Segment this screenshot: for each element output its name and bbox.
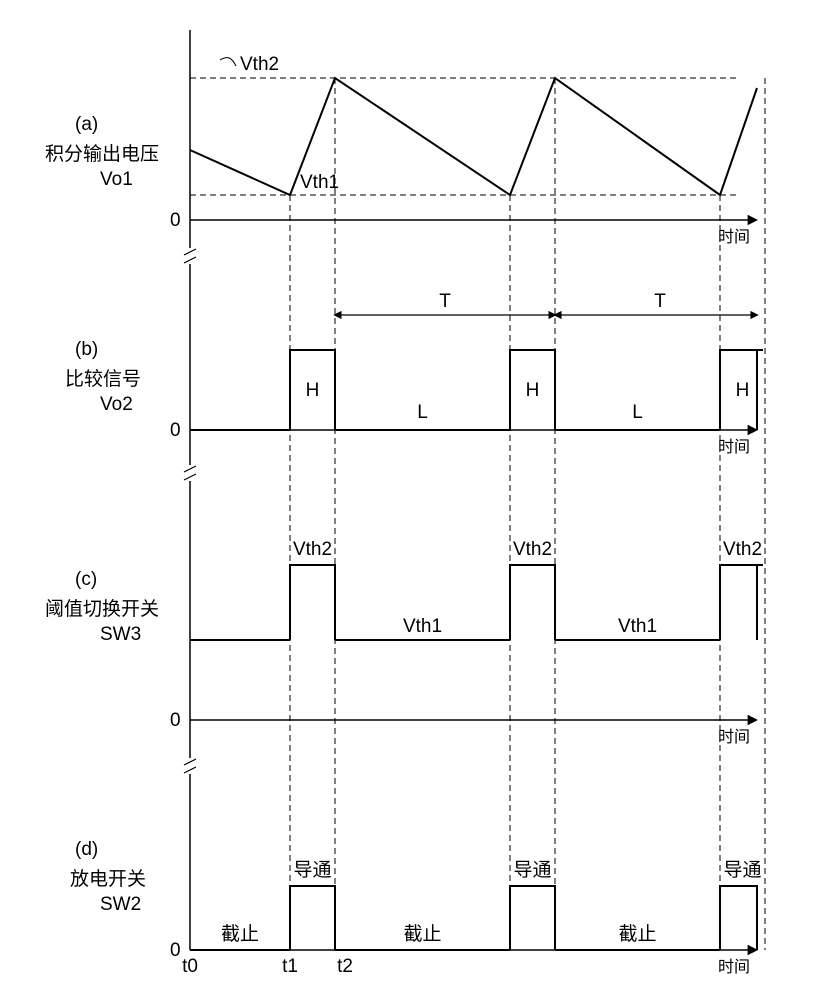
period-T-1: T <box>439 291 451 312</box>
off-d-2: 截止 <box>618 923 656 945</box>
panel-d-sym: SW2 <box>100 894 141 915</box>
vth2-label-a: Vth2 <box>240 54 279 75</box>
H2: H <box>526 380 540 401</box>
t2-label: t2 <box>337 956 353 977</box>
vth2-c-1: Vth2 <box>513 539 552 560</box>
panel-a-label: 积分输出电压 <box>45 143 159 165</box>
H1: H <box>306 380 320 401</box>
panel-c-label: 阈值切换开关 <box>45 598 159 620</box>
H3: H <box>736 380 750 401</box>
xlabel-a: 时间 <box>718 228 750 246</box>
timing-diagram: (a) 积分输出电压 Vo1 Vth2 Vth1 0 时间 T T H H H L L (b) 比较信号 Vo2… <box>0 0 816 1000</box>
on-d-0: 导通 <box>293 859 331 881</box>
xlabel-b: 时间 <box>718 438 750 456</box>
t1-label: t1 <box>282 956 298 977</box>
xlabel-d: 时间 <box>718 958 750 976</box>
zero-c: 0 <box>170 710 181 731</box>
panel-b-tag: (b) <box>75 339 98 360</box>
on-d-1: 导通 <box>513 859 551 881</box>
panel-d-label: 放电开关 <box>70 868 146 890</box>
period-T-2: T <box>654 291 666 312</box>
xlabel-c: 时间 <box>718 728 750 746</box>
panel-d-tag: (d) <box>75 839 98 860</box>
panel-b-label: 比较信号 <box>65 368 141 390</box>
zero-b: 0 <box>170 420 181 441</box>
panel-a-sym: Vo1 <box>100 169 133 190</box>
on-d-2: 导通 <box>723 859 761 881</box>
panel-c-tag: (c) <box>75 569 97 590</box>
panel-c-sym: SW3 <box>100 624 141 645</box>
vth2-c-2: Vth2 <box>723 539 762 560</box>
off-d-1: 截止 <box>403 923 441 945</box>
off-d-0: 截止 <box>221 923 259 945</box>
L1: L <box>417 402 428 423</box>
vth2-c-0: Vth2 <box>293 539 332 560</box>
panel-a-tag: (a) <box>75 114 98 135</box>
vth1-label-a: Vth1 <box>300 172 339 193</box>
panel-b-sym: Vo2 <box>100 394 133 415</box>
diagram-svg: (a) 积分输出电压 Vo1 Vth2 Vth1 0 时间 T T H H H L L (b) 比较信号 Vo2… <box>0 0 816 1000</box>
vth1-c-1: Vth1 <box>403 616 442 637</box>
vth1-c-2: Vth1 <box>618 616 657 637</box>
t0-label: t0 <box>182 956 198 977</box>
zero-d: 0 <box>170 940 181 961</box>
L2: L <box>632 402 643 423</box>
zero-a: 0 <box>170 210 181 231</box>
